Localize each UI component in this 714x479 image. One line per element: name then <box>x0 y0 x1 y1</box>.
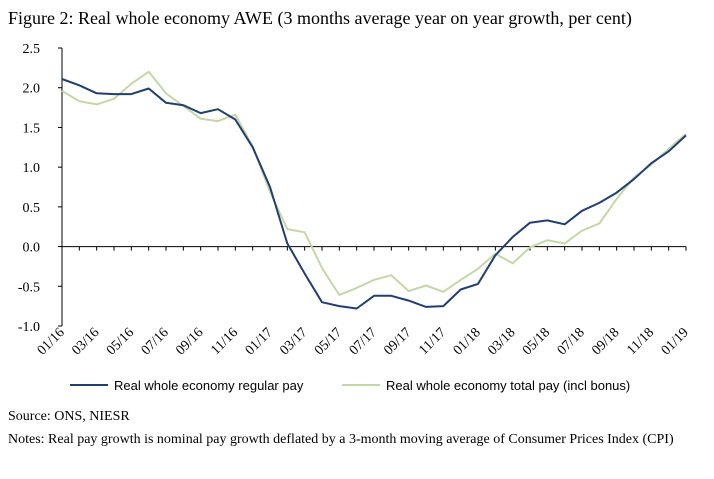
y-tick-label: 1.0 <box>23 161 41 176</box>
x-tick-label: 07/17 <box>347 325 380 358</box>
line-chart: 2.52.01.51.00.50.0-0.5-1.0 01/16 03/16 05/… <box>18 42 692 393</box>
y-axis: 2.5 2.0 1.5 1.0 0.5 0.0 -0.5 -1.0 <box>18 42 63 335</box>
chart-title: Figure 2: Real whole economy AWE (3 mont… <box>8 8 632 28</box>
series-line-total-pay <box>61 70 687 296</box>
x-tick-label: 09/18 <box>589 325 622 358</box>
legend-label: Real whole economy regular pay <box>114 378 304 393</box>
y-tick-label: 2.5 <box>23 42 41 57</box>
x-tick-label: 11/17 <box>416 325 449 358</box>
x-tick-label: 01/18 <box>451 325 484 358</box>
x-tick-label: 11/16 <box>208 325 241 358</box>
x-tick-label: 11/18 <box>624 325 657 358</box>
x-tick-label: 03/17 <box>277 325 310 358</box>
series-lines <box>61 70 687 310</box>
x-tick-label: 09/17 <box>381 325 414 358</box>
y-tick-label: 2.0 <box>23 82 41 97</box>
x-tick-label: 01/17 <box>243 325 276 358</box>
x-tick-label: 07/16 <box>139 325 172 358</box>
legend: Real whole economy regular pay Real whole… <box>70 378 630 393</box>
series-line-regular-pay <box>61 78 687 310</box>
y-tick-label: -1.0 <box>18 320 40 335</box>
y-tick-label: 1.5 <box>23 121 41 136</box>
legend-label: Real whole economy total pay (incl bonus… <box>386 378 630 393</box>
x-tick-label: 05/16 <box>104 325 137 358</box>
x-tick-label: 03/18 <box>485 325 518 358</box>
x-tick-label: 01/19 <box>659 325 692 358</box>
x-tick-label: 07/18 <box>555 325 588 358</box>
x-tick-label: 09/16 <box>173 325 206 358</box>
y-tick-label: 0.0 <box>23 241 41 256</box>
y-tick-label: -0.5 <box>18 280 40 295</box>
y-tick-label: 0.5 <box>23 201 41 216</box>
x-tick-label: 03/16 <box>69 325 102 358</box>
source-note: Source: ONS, NIESR <box>8 409 130 424</box>
x-tick-label: 05/18 <box>520 325 553 358</box>
notes-text: Notes: Real pay growth is nominal pay gr… <box>8 432 674 447</box>
x-tick-label: 05/17 <box>312 325 345 358</box>
